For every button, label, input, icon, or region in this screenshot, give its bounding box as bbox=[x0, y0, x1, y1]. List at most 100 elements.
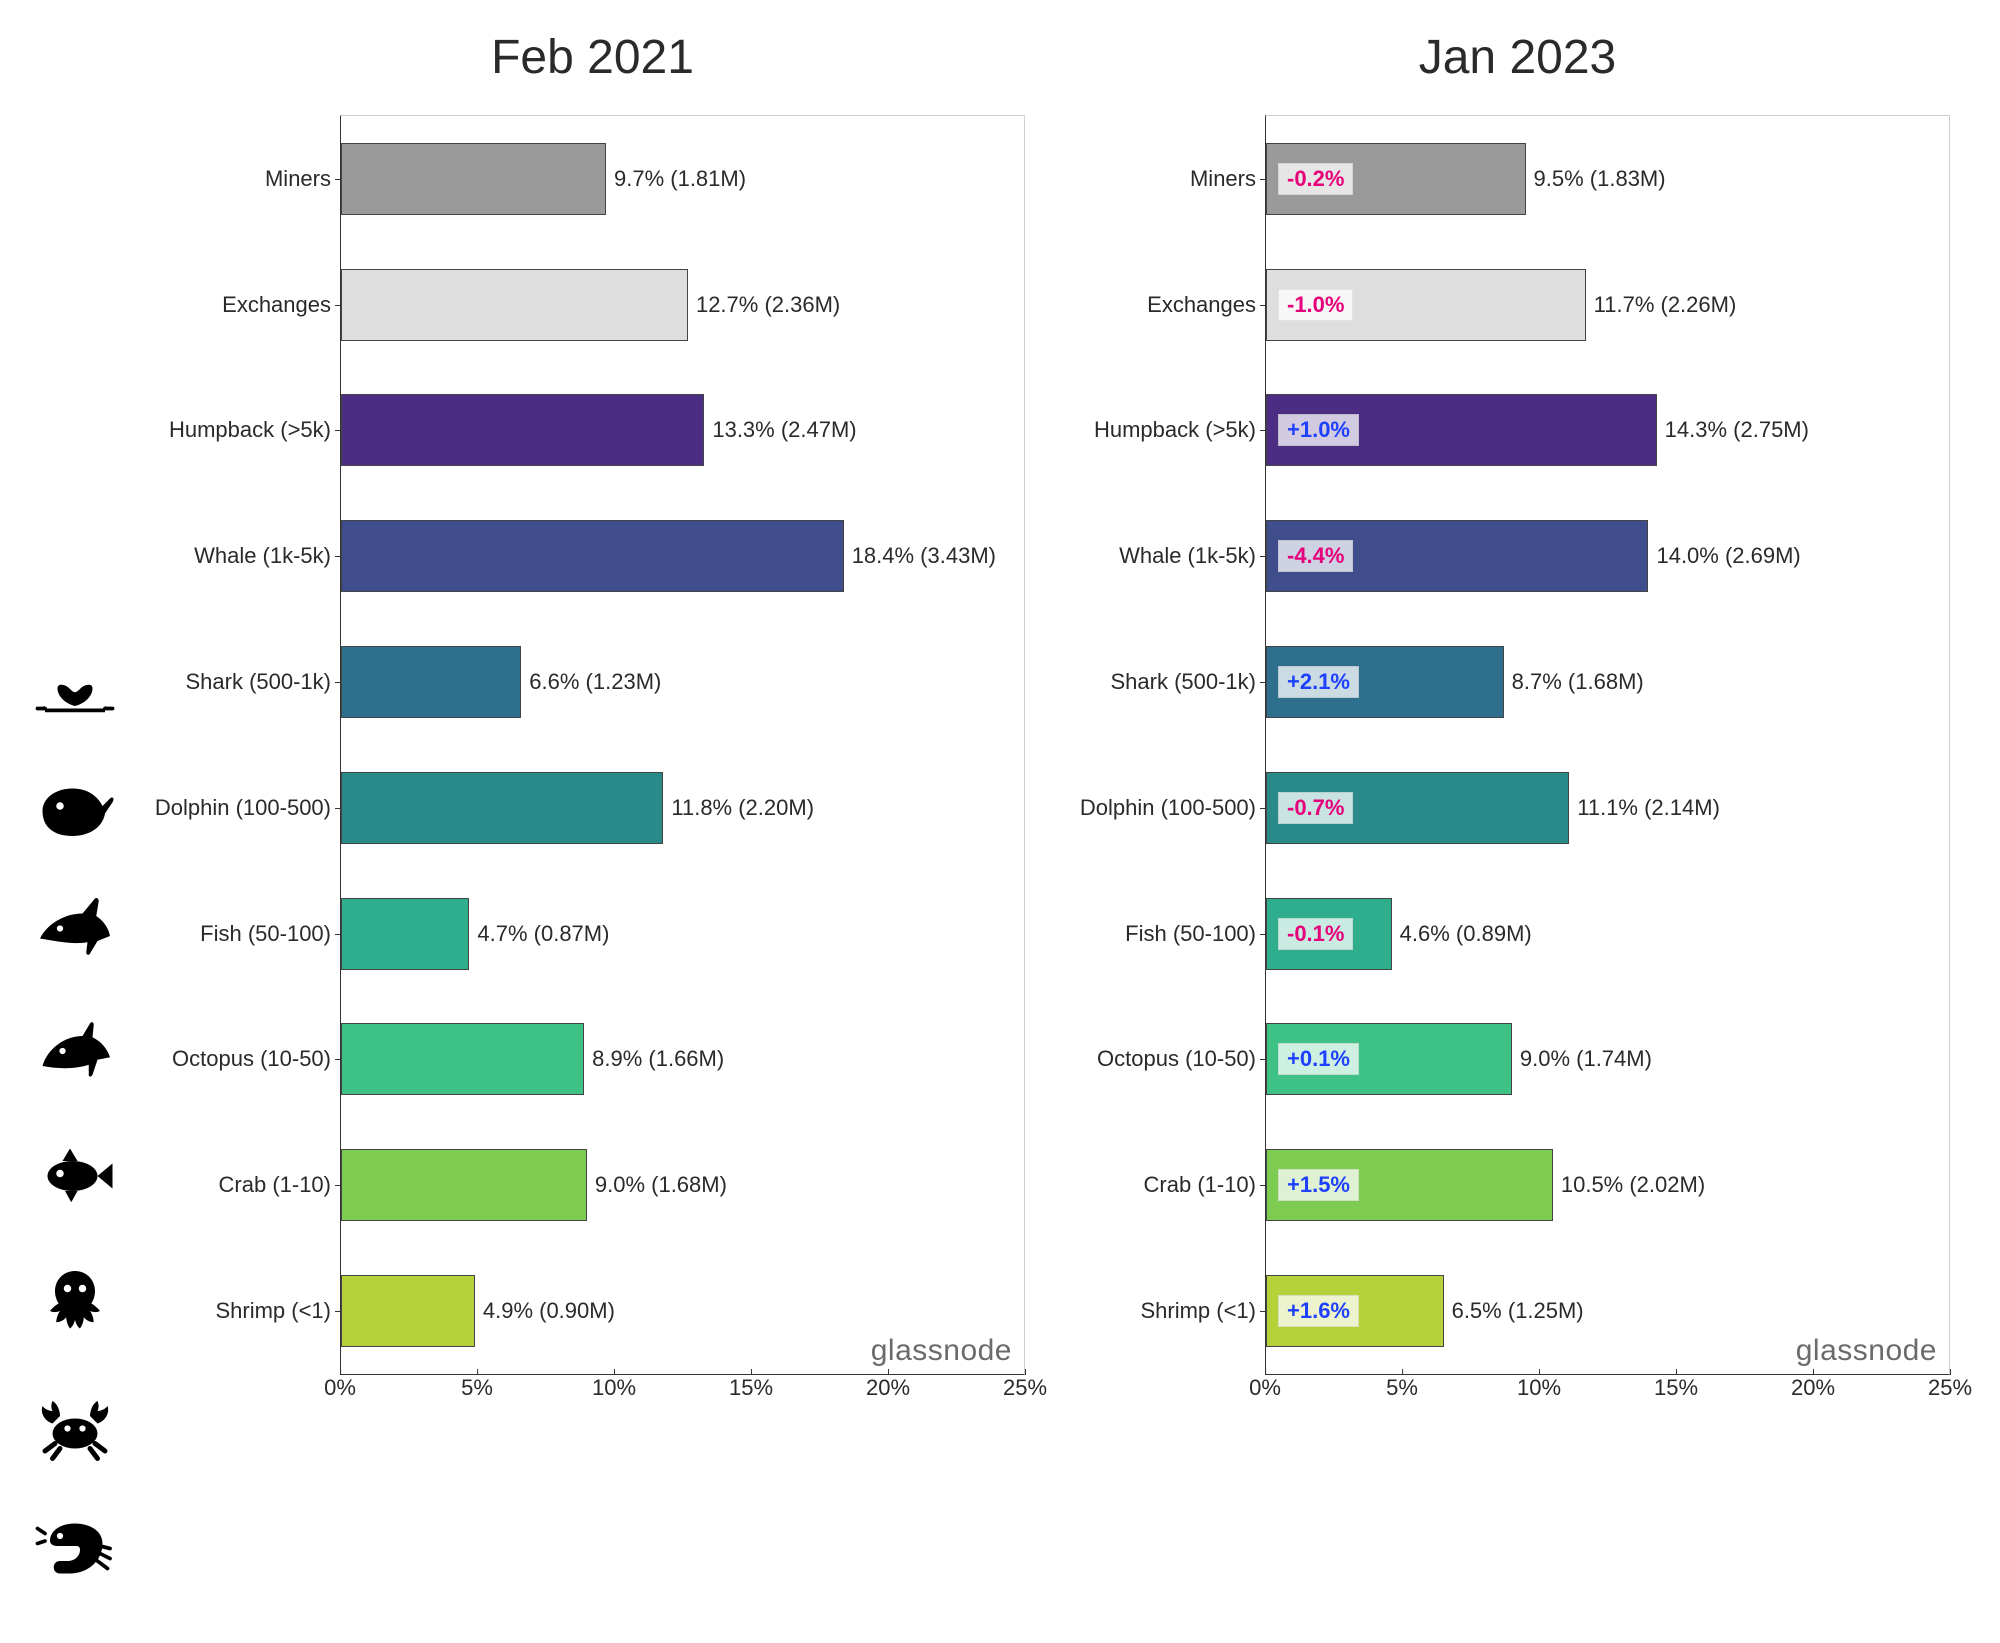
panel-0: Feb 2021Miners9.7% (1.81M)Exchanges12.7%… bbox=[130, 30, 1055, 1415]
bar-row-shark: Shark (500-1k)6.6% (1.23M) bbox=[341, 619, 1024, 745]
category-label: Miners bbox=[265, 166, 331, 192]
bar: 4.7% (0.87M) bbox=[341, 898, 469, 970]
x-tick: 5% bbox=[461, 1375, 493, 1401]
x-axis: 0%5%10%15%20%25% bbox=[340, 1375, 1025, 1415]
bar: +1.5%10.5% (2.02M) bbox=[1266, 1149, 1553, 1221]
value-label: 10.5% (2.02M) bbox=[1561, 1172, 1705, 1198]
category-label: Shark (500-1k) bbox=[185, 669, 331, 695]
value-label: 11.1% (2.14M) bbox=[1577, 795, 1720, 821]
delta-badge: -0.2% bbox=[1278, 163, 1353, 195]
delta-badge: +1.5% bbox=[1278, 1169, 1359, 1201]
x-tick: 20% bbox=[1791, 1375, 1835, 1401]
bar-chart: Miners-0.2%9.5% (1.83M)Exchanges-1.0%11.… bbox=[1265, 115, 1950, 1375]
bar: 9.7% (1.81M) bbox=[341, 143, 606, 215]
bar-row-shark: Shark (500-1k)+2.1%8.7% (1.68M) bbox=[1266, 619, 1949, 745]
bar: -0.1%4.6% (0.89M) bbox=[1266, 898, 1392, 970]
category-label: Crab (1-10) bbox=[219, 1172, 331, 1198]
category-label: Dolphin (100-500) bbox=[1080, 795, 1256, 821]
shrimp-icon bbox=[20, 1488, 130, 1613]
category-label: Exchanges bbox=[222, 292, 331, 318]
delta-badge: -0.7% bbox=[1278, 792, 1353, 824]
bar-row-octopus: Octopus (10-50)8.9% (1.66M) bbox=[341, 997, 1024, 1123]
bar: 8.9% (1.66M) bbox=[341, 1023, 584, 1095]
bar: -0.2%9.5% (1.83M) bbox=[1266, 143, 1526, 215]
icon-placeholder bbox=[20, 488, 130, 613]
bar-row-humpback: Humpback (>5k)13.3% (2.47M) bbox=[341, 368, 1024, 494]
category-label: Miners bbox=[1190, 166, 1256, 192]
bar-row-dolphin: Dolphin (100-500)11.8% (2.20M) bbox=[341, 745, 1024, 871]
value-label: 6.6% (1.23M) bbox=[529, 669, 661, 695]
value-label: 18.4% (3.43M) bbox=[852, 543, 996, 569]
whale-tail-icon bbox=[20, 613, 130, 738]
x-tick: 20% bbox=[866, 1375, 910, 1401]
value-label: 9.0% (1.68M) bbox=[595, 1172, 727, 1198]
category-icon-column bbox=[20, 30, 130, 1613]
bar: 4.9% (0.90M) bbox=[341, 1275, 475, 1347]
bar-row-octopus: Octopus (10-50)+0.1%9.0% (1.74M) bbox=[1266, 997, 1949, 1123]
bar: -0.7%11.1% (2.14M) bbox=[1266, 772, 1569, 844]
category-label: Humpback (>5k) bbox=[169, 417, 331, 443]
bar-row-whale: Whale (1k-5k)18.4% (3.43M) bbox=[341, 493, 1024, 619]
x-tick: 10% bbox=[592, 1375, 636, 1401]
bar-row-crab: Crab (1-10)+1.5%10.5% (2.02M) bbox=[1266, 1122, 1949, 1248]
category-label: Humpback (>5k) bbox=[1094, 417, 1256, 443]
delta-badge: +1.0% bbox=[1278, 414, 1359, 446]
category-label: Dolphin (100-500) bbox=[155, 795, 331, 821]
x-tick: 15% bbox=[729, 1375, 773, 1401]
bar: 9.0% (1.68M) bbox=[341, 1149, 587, 1221]
watermark: glassnode bbox=[871, 1334, 1012, 1368]
bar: +2.1%8.7% (1.68M) bbox=[1266, 646, 1504, 718]
bar: +0.1%9.0% (1.74M) bbox=[1266, 1023, 1512, 1095]
icon-placeholder bbox=[20, 363, 130, 488]
category-label: Octopus (10-50) bbox=[172, 1046, 331, 1072]
x-tick: 10% bbox=[1517, 1375, 1561, 1401]
bar: -4.4%14.0% (2.69M) bbox=[1266, 520, 1648, 592]
bar-row-fish: Fish (50-100)4.7% (0.87M) bbox=[341, 871, 1024, 997]
value-label: 11.8% (2.20M) bbox=[671, 795, 814, 821]
value-label: 14.3% (2.75M) bbox=[1665, 417, 1809, 443]
value-label: 13.3% (2.47M) bbox=[712, 417, 856, 443]
value-label: 4.6% (0.89M) bbox=[1400, 921, 1532, 947]
dolphin-icon bbox=[20, 988, 130, 1113]
delta-badge: -4.4% bbox=[1278, 540, 1353, 572]
value-label: 4.9% (0.90M) bbox=[483, 1298, 615, 1324]
value-label: 12.7% (2.36M) bbox=[696, 292, 840, 318]
category-label: Crab (1-10) bbox=[1144, 1172, 1256, 1198]
value-label: 4.7% (0.87M) bbox=[477, 921, 609, 947]
delta-badge: +1.6% bbox=[1278, 1295, 1359, 1327]
shark-icon bbox=[20, 863, 130, 988]
bar: -1.0%11.7% (2.26M) bbox=[1266, 269, 1586, 341]
panel-title: Feb 2021 bbox=[130, 30, 1055, 85]
category-label: Shrimp (<1) bbox=[215, 1298, 331, 1324]
x-tick: 25% bbox=[1003, 1375, 1047, 1401]
category-label: Exchanges bbox=[1147, 292, 1256, 318]
delta-badge: -0.1% bbox=[1278, 918, 1353, 950]
bar: +1.6%6.5% (1.25M) bbox=[1266, 1275, 1444, 1347]
bar-row-humpback: Humpback (>5k)+1.0%14.3% (2.75M) bbox=[1266, 368, 1949, 494]
bar: 6.6% (1.23M) bbox=[341, 646, 521, 718]
value-label: 9.7% (1.81M) bbox=[614, 166, 746, 192]
delta-badge: +2.1% bbox=[1278, 666, 1359, 698]
bar: 18.4% (3.43M) bbox=[341, 520, 844, 592]
crab-icon bbox=[20, 1363, 130, 1488]
value-label: 8.7% (1.68M) bbox=[1512, 669, 1644, 695]
watermark: glassnode bbox=[1796, 1334, 1937, 1368]
bar-row-exchanges: Exchanges12.7% (2.36M) bbox=[341, 242, 1024, 368]
fish-icon bbox=[20, 1113, 130, 1238]
value-label: 6.5% (1.25M) bbox=[1452, 1298, 1584, 1324]
category-label: Whale (1k-5k) bbox=[194, 543, 331, 569]
x-tick: 0% bbox=[1249, 1375, 1281, 1401]
x-tick: 5% bbox=[1386, 1375, 1418, 1401]
category-label: Fish (50-100) bbox=[1125, 921, 1256, 947]
octopus-icon bbox=[20, 1238, 130, 1363]
bar-row-crab: Crab (1-10)9.0% (1.68M) bbox=[341, 1122, 1024, 1248]
x-axis: 0%5%10%15%20%25% bbox=[1265, 1375, 1950, 1415]
bar-row-miners: Miners-0.2%9.5% (1.83M) bbox=[1266, 116, 1949, 242]
category-label: Shrimp (<1) bbox=[1140, 1298, 1256, 1324]
delta-badge: -1.0% bbox=[1278, 289, 1353, 321]
category-label: Shark (500-1k) bbox=[1110, 669, 1256, 695]
bar-row-whale: Whale (1k-5k)-4.4%14.0% (2.69M) bbox=[1266, 493, 1949, 619]
bar-row-dolphin: Dolphin (100-500)-0.7%11.1% (2.14M) bbox=[1266, 745, 1949, 871]
bar: 12.7% (2.36M) bbox=[341, 269, 688, 341]
bar-row-fish: Fish (50-100)-0.1%4.6% (0.89M) bbox=[1266, 871, 1949, 997]
